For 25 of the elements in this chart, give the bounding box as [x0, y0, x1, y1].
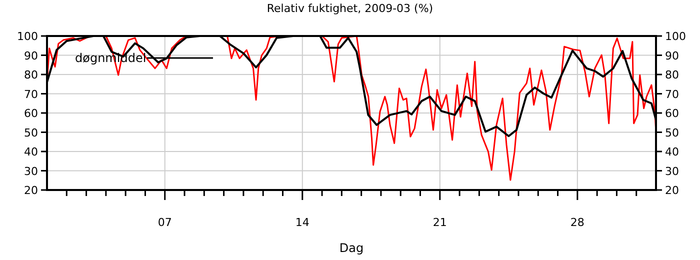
y2-tick-label: 60: [665, 107, 679, 120]
y-tick-label: 70: [24, 88, 38, 101]
chart-title: Relativ fuktighet, 2009-03 (%): [266, 2, 434, 15]
x-tick-label: 21: [432, 216, 447, 229]
y2-tick-label: 50: [665, 126, 679, 140]
y-tick-label: 50: [24, 126, 38, 140]
y-tick-label: 60: [24, 107, 38, 120]
y-tick-label: 30: [24, 164, 38, 178]
y-tick-label: 100: [17, 30, 38, 43]
x-axis-title: Dag: [339, 241, 364, 255]
y2-tick-label: 30: [665, 164, 679, 178]
line-series: [46, 35, 657, 181]
y-tick-label: 20: [24, 184, 38, 197]
y2-tick-label: 40: [665, 146, 679, 158]
y-tick-label: 80: [24, 68, 38, 82]
y2-tick-label: 100: [665, 30, 686, 43]
x-tick-label: 07: [158, 216, 172, 229]
y-tick-label: 90: [24, 49, 38, 62]
x-tick-label: 14: [295, 216, 310, 229]
y2-tick-label: 80: [665, 68, 679, 82]
y2-tick-label: 70: [665, 88, 679, 101]
y2-tick-label: 90: [665, 49, 679, 62]
y2-tick-label: 20: [665, 184, 679, 197]
x-tick-label: 28: [570, 216, 584, 229]
y-tick-label: 40: [24, 146, 38, 158]
